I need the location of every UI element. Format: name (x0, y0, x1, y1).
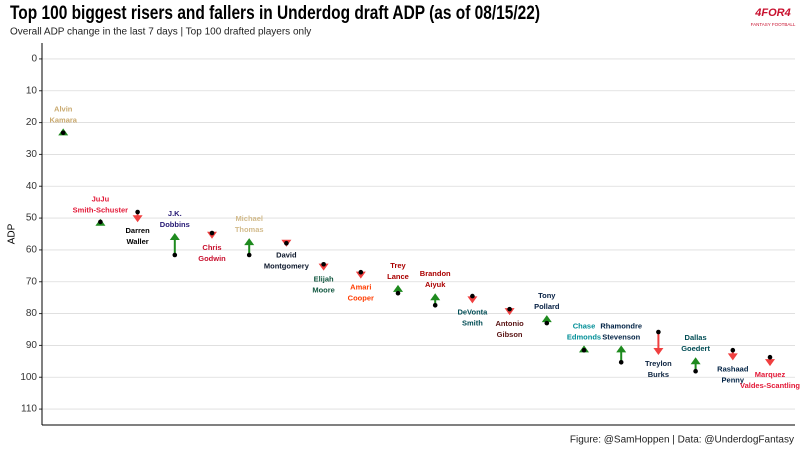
arrow-head (504, 308, 515, 316)
y-tick-label: 0 (31, 54, 37, 65)
start-dot (172, 252, 178, 258)
caption: Figure: @SamHoppen | Data: @UnderdogFant… (570, 435, 794, 446)
y-tick-label: 60 (26, 245, 38, 256)
start-dot (135, 209, 140, 215)
start-dot (209, 230, 215, 236)
y-tick-label: 80 (26, 308, 38, 319)
start-dot (60, 130, 66, 136)
player-label: Cooper (348, 294, 374, 303)
player-label: Kamara (49, 115, 77, 124)
arrow-head (653, 347, 664, 355)
player-label: Amari (350, 283, 371, 292)
logo-sub: FANTASY FOOTBALL (751, 22, 796, 27)
arrow-head (541, 315, 552, 323)
start-dot (246, 252, 252, 258)
player-label: Dallas (685, 333, 707, 342)
player-label: Pollard (534, 302, 560, 311)
start-dot (656, 329, 661, 335)
arrow-head (467, 296, 478, 304)
player-label: Stevenson (602, 332, 640, 341)
y-tick-label: 30 (26, 149, 38, 160)
y-tick-label: 40 (26, 181, 38, 192)
player-label: Brandon (420, 269, 451, 278)
player-label: Edmonds (567, 332, 601, 341)
arrow-head (727, 353, 738, 361)
arrow-head (616, 345, 627, 353)
player-label: Burks (648, 370, 669, 379)
player-label: Tony (538, 291, 556, 300)
arrow-head (318, 263, 329, 271)
start-dot (284, 240, 289, 246)
player-label: Darren (126, 226, 151, 235)
player-label: DeVonta (457, 307, 488, 316)
arrow-head (765, 359, 776, 367)
start-dot (432, 303, 438, 308)
arrow-head (355, 271, 366, 279)
start-dot (507, 306, 512, 312)
player-label: JuJu (92, 195, 110, 204)
start-dot (98, 219, 103, 225)
player-label: Dobbins (160, 220, 190, 229)
player-label: Marquez (755, 370, 786, 379)
player-label: Michael (235, 214, 263, 223)
arrow-head (169, 233, 180, 241)
chart-subtitle: Overall ADP change in the last 7 days | … (10, 27, 311, 38)
start-dot (581, 347, 587, 353)
player-label: Rhamondre (600, 321, 642, 330)
player-label: Antonio (495, 319, 524, 328)
start-dot (470, 293, 475, 299)
logo: 4FOR4 (754, 7, 790, 19)
player-label: Elijah (314, 275, 334, 284)
start-dot (693, 368, 698, 374)
player-label: David (276, 251, 297, 260)
player-label: Valdes-Scantling (740, 381, 800, 390)
player-label: Smith (462, 318, 483, 327)
arrow-head (132, 215, 143, 223)
player-label: Rashaad (717, 364, 749, 373)
player-label: Treylon (645, 359, 672, 368)
player-label: Chris (202, 243, 221, 252)
arrow-head (393, 284, 404, 292)
player-label: Gibson (497, 330, 523, 339)
y-tick-label: 90 (26, 340, 38, 351)
start-dot (767, 354, 773, 360)
chart-title: Top 100 biggest risers and fallers in Un… (10, 3, 540, 24)
player-label: Moore (312, 286, 335, 295)
player-label: Alvin (54, 104, 73, 113)
player-label: Waller (126, 237, 148, 246)
start-dot (730, 347, 736, 353)
y-tick-label: 70 (26, 276, 38, 287)
start-dot (395, 290, 401, 296)
player-label: Thomas (235, 225, 264, 234)
player-label: Smith-Schuster (73, 206, 129, 215)
player-label: Aiyuk (425, 280, 446, 289)
player-label: Chase (573, 321, 596, 330)
player-label: Lance (387, 272, 409, 281)
y-axis-label: ADP (7, 223, 18, 244)
player-label: Montgomery (264, 262, 310, 271)
start-dot (544, 320, 550, 326)
start-dot (321, 261, 326, 267)
player-label: J.K. (168, 209, 182, 218)
player-label: Godwin (198, 254, 226, 263)
start-dot (618, 359, 624, 365)
player-label: Trey (390, 261, 406, 270)
arrow-head (430, 293, 441, 301)
y-tick-label: 10 (26, 85, 38, 96)
y-tick-label: 50 (26, 213, 38, 224)
y-tick-label: 110 (21, 404, 37, 415)
player-label: Penny (722, 375, 745, 384)
player-label: Goedert (681, 344, 710, 353)
arrow-head (244, 238, 255, 246)
arrow-head (690, 357, 701, 365)
start-dot (358, 269, 364, 275)
y-tick-label: 100 (20, 372, 37, 383)
y-tick-label: 20 (26, 117, 38, 128)
